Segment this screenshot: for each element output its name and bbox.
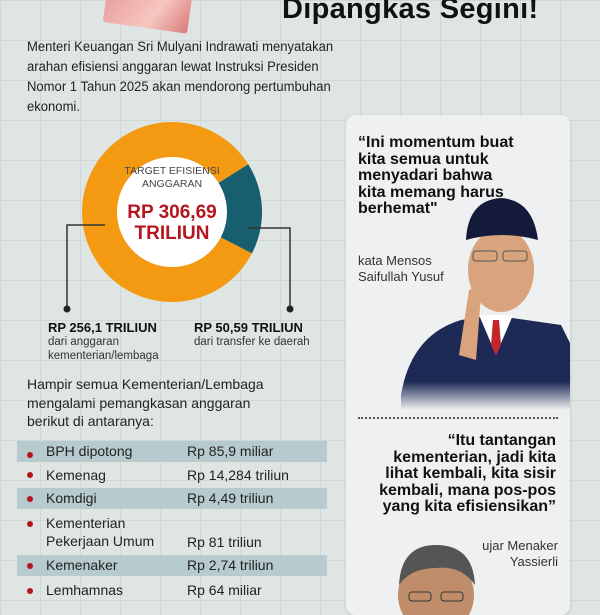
- donut-chart: [82, 122, 262, 303]
- item-value: Rp 14,284 triliun: [187, 467, 289, 483]
- item-value: Rp 81 triliun: [187, 534, 262, 550]
- donut-center-value: RP 306,69 TRILIUN: [127, 202, 217, 244]
- quotes-card: “Ini momentum buat kita semua untuk meny…: [346, 115, 570, 615]
- item-value: Rp 4,49 triliun: [187, 490, 274, 506]
- slice-label: RP 50,59 TRILIUN: [194, 320, 303, 335]
- item-name: Kemenag: [46, 467, 106, 483]
- slice-callout-kl: RP 256,1 TRILIUN dari anggaran kementeri…: [48, 320, 168, 363]
- item-value: Rp 64 miliar: [187, 582, 262, 598]
- quote-mensos: “Ini momentum buat kita semua untuk meny…: [358, 134, 514, 217]
- list-item: Komdigi Rp 4,49 triliun: [17, 488, 327, 509]
- item-name: BPH dipotong: [46, 443, 133, 459]
- quote-attribution-menaker: ujar Menaker Yassierli: [482, 538, 558, 569]
- item-name: Komdigi: [46, 490, 97, 506]
- item-name: Kemenaker: [46, 557, 118, 573]
- page-title: Dipangkas Segini!: [282, 0, 539, 25]
- callout-lines: [63, 224, 294, 313]
- donut-center-label: TARGET EFISIENSI ANGGARAN: [124, 165, 220, 190]
- slice-description: dari transfer ke daerah: [194, 336, 310, 348]
- slice-description: dari anggaran kementerian/lembaga: [48, 336, 159, 362]
- list-item: Kemenaker Rp 2,74 triliun: [17, 555, 327, 576]
- mensos-photo: [401, 198, 570, 410]
- list-item: Lemhamnas Rp 64 miliar: [17, 580, 327, 601]
- quote-divider: [358, 417, 558, 419]
- intro-text: Menteri Keuangan Sri Mulyani Indrawati m…: [27, 39, 334, 115]
- slice-label: RP 256,1 TRILIUN: [48, 320, 157, 335]
- item-name: Lemhamnas: [46, 582, 124, 598]
- slice-callout-daerah: RP 50,59 TRILIUN dari transfer ke daerah: [194, 320, 310, 349]
- list-item: BPH dipotong Rp 85,9 miliar: [17, 441, 327, 462]
- quote-menaker: “Itu tantangan kementerian, jadi kita li…: [379, 432, 556, 515]
- item-value: Rp 2,74 triliun: [187, 557, 274, 573]
- list-item: Kementerian Pekerjaan Umum Rp 81 triliun: [17, 514, 327, 552]
- item-value: Rp 85,9 miliar: [187, 443, 274, 459]
- item-name: Kementerian Pekerjaan Umum: [46, 515, 155, 549]
- list-item: Kemenag Rp 14,284 triliun: [17, 465, 327, 486]
- menaker-photo: [398, 545, 475, 615]
- list-intro: Hampir semua Kementerian/Lembaga mengala…: [27, 376, 264, 429]
- quote-attribution-mensos: kata Mensos Saifullah Yusuf: [358, 253, 444, 284]
- donut-hole: [117, 157, 227, 267]
